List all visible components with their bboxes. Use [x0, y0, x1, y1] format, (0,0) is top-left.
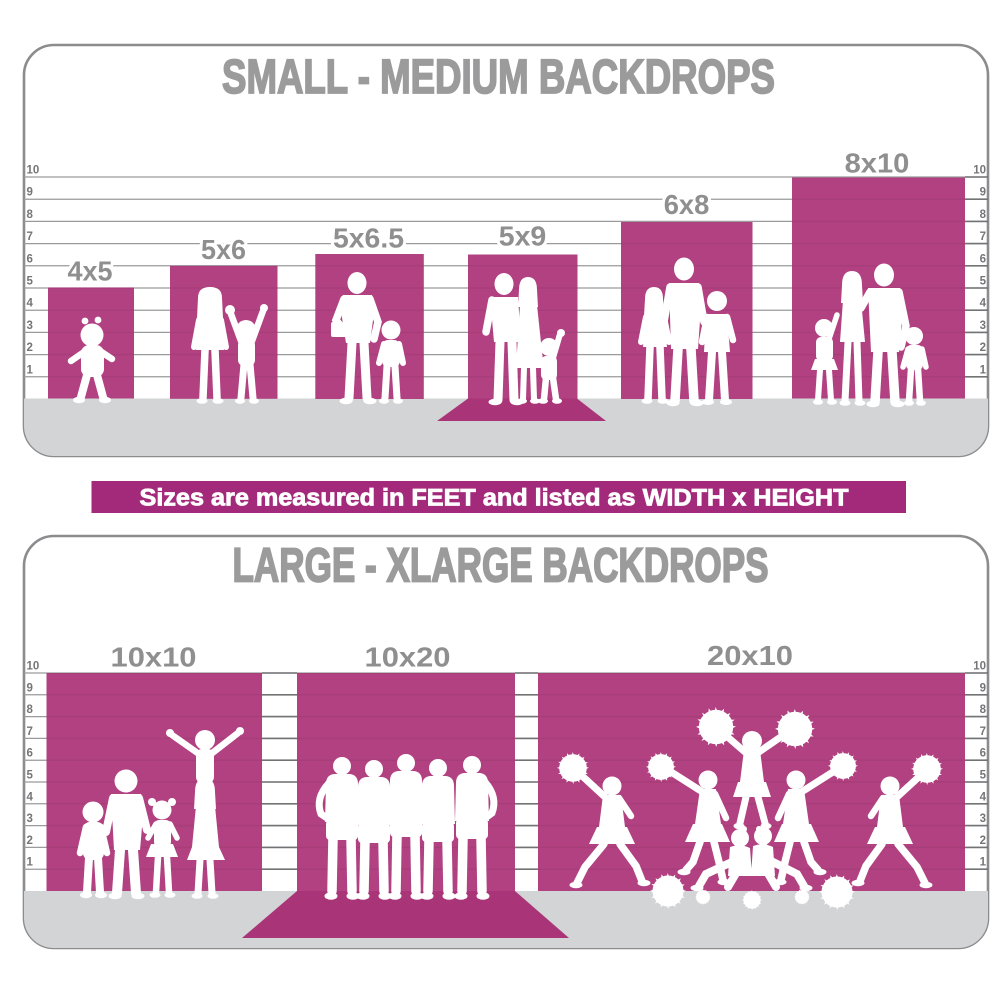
svg-text:1: 1: [980, 857, 987, 869]
svg-text:5: 5: [27, 276, 34, 288]
svg-text:2: 2: [980, 835, 986, 847]
svg-text:6: 6: [27, 748, 33, 760]
svg-text:4x5: 4x5: [68, 256, 113, 287]
svg-text:2: 2: [27, 835, 33, 847]
svg-text:5x6: 5x6: [201, 234, 246, 265]
svg-text:6: 6: [27, 253, 33, 265]
svg-text:10x20: 10x20: [365, 642, 451, 673]
svg-text:9: 9: [27, 682, 33, 694]
svg-text:5: 5: [980, 770, 987, 782]
svg-text:10x10: 10x10: [111, 642, 197, 673]
svg-text:2: 2: [27, 342, 33, 354]
svg-text:6: 6: [980, 748, 986, 760]
svg-text:5: 5: [27, 770, 34, 782]
svg-text:7: 7: [27, 726, 33, 738]
svg-text:10: 10: [973, 661, 986, 673]
svg-text:5x9: 5x9: [499, 221, 547, 252]
svg-text:8: 8: [980, 209, 987, 221]
svg-text:6: 6: [980, 253, 986, 265]
svg-text:7: 7: [980, 231, 986, 243]
svg-text:4: 4: [980, 298, 987, 310]
svg-text:1: 1: [27, 364, 34, 376]
svg-text:2: 2: [980, 342, 986, 354]
svg-text:6x8: 6x8: [664, 189, 710, 220]
svg-text:4: 4: [27, 298, 34, 310]
svg-text:9: 9: [27, 187, 33, 199]
svg-text:Sizes are measured in FEET and: Sizes are measured in FEET and listed as…: [140, 485, 849, 512]
svg-text:1: 1: [27, 857, 34, 869]
svg-text:10: 10: [27, 661, 40, 673]
svg-text:8: 8: [980, 704, 987, 716]
svg-text:8: 8: [27, 704, 34, 716]
svg-text:1: 1: [980, 364, 987, 376]
svg-text:5x6.5: 5x6.5: [333, 223, 404, 254]
svg-text:4: 4: [980, 791, 987, 803]
svg-text:3: 3: [980, 813, 986, 825]
svg-text:8x10: 8x10: [845, 148, 910, 179]
svg-text:7: 7: [980, 726, 986, 738]
svg-text:9: 9: [980, 187, 986, 199]
svg-text:9: 9: [980, 682, 986, 694]
svg-text:LARGE - XLARGE BACKDROPS: LARGE - XLARGE BACKDROPS: [233, 540, 769, 593]
svg-text:8: 8: [27, 209, 34, 221]
svg-text:4: 4: [27, 791, 34, 803]
svg-text:5: 5: [980, 276, 987, 288]
svg-text:SMALL - MEDIUM BACKDROPS: SMALL - MEDIUM BACKDROPS: [222, 51, 775, 104]
svg-text:3: 3: [27, 320, 33, 332]
svg-text:10: 10: [27, 165, 40, 177]
svg-text:3: 3: [980, 320, 986, 332]
svg-text:3: 3: [27, 813, 33, 825]
svg-text:7: 7: [27, 231, 33, 243]
svg-text:20x10: 20x10: [707, 640, 793, 671]
svg-text:10: 10: [973, 165, 986, 177]
